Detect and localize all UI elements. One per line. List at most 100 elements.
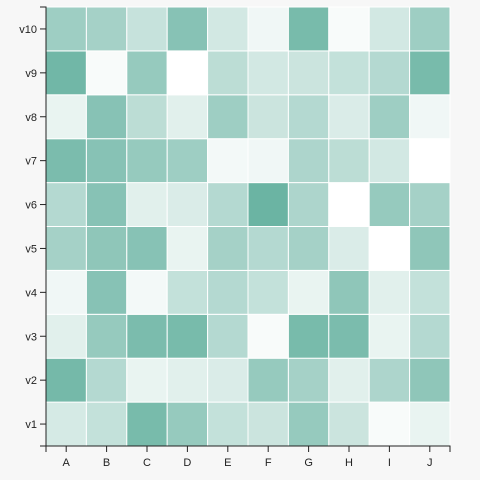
x-tick-label: G — [304, 457, 313, 469]
heatmap-cell-B-v5 — [85, 226, 128, 271]
heatmap-cell-E-v8 — [207, 94, 249, 140]
heatmap-cell-E-v1 — [207, 401, 249, 447]
heatmap-cell-A-v1 — [45, 401, 87, 447]
heatmap-cell-F-v7 — [247, 138, 289, 184]
heatmap-cell-F-v10 — [247, 6, 289, 52]
heatmap-cell-H-v2 — [328, 357, 370, 403]
heatmap-cell-F-v2 — [247, 357, 289, 403]
heatmap-cell-E-v9 — [207, 50, 249, 96]
heatmap-cell-D-v10 — [166, 6, 209, 52]
heatmap-cell-B-v10 — [85, 6, 128, 52]
heatmap-cell-E-v7 — [207, 138, 249, 184]
y-tick-label: v8 — [25, 112, 37, 124]
heatmap-cell-B-v9 — [85, 50, 128, 96]
heatmap-cell-J-v8 — [409, 94, 451, 140]
y-tick-label: v4 — [25, 287, 37, 299]
heatmap-cell-G-v9 — [287, 50, 330, 96]
heatmap-cell-A-v6 — [45, 182, 87, 228]
heatmap-cell-D-v4 — [166, 269, 209, 315]
heatmap-cell-J-v6 — [409, 182, 451, 228]
heatmap-cell-C-v9 — [126, 50, 168, 96]
heatmap-cell-G-v6 — [287, 182, 330, 228]
heatmap-cell-B-v6 — [85, 182, 128, 228]
y-tick-label: v7 — [25, 156, 37, 168]
y-tick-label: v5 — [25, 243, 37, 255]
heatmap-cell-F-v5 — [247, 226, 289, 271]
heatmap-cell-H-v1 — [328, 401, 370, 447]
heatmap-cell-I-v9 — [368, 50, 411, 96]
heatmap-cell-A-v4 — [45, 269, 87, 315]
heatmap-cell-J-v3 — [409, 313, 451, 359]
x-tick-label: H — [345, 457, 353, 469]
heatmap-cell-C-v2 — [126, 357, 168, 403]
heatmap-cell-F-v3 — [247, 313, 289, 359]
x-tick-label: B — [103, 457, 110, 469]
heatmap-cell-I-v3 — [368, 313, 411, 359]
heatmap-cell-H-v4 — [328, 269, 370, 315]
heatmap-cell-C-v10 — [126, 6, 168, 52]
x-tick-label: C — [143, 457, 151, 469]
heatmap-cell-J-v9 — [409, 50, 451, 96]
heatmap-cell-B-v4 — [85, 269, 128, 315]
heatmap-cell-G-v3 — [287, 313, 330, 359]
heatmap-cell-E-v5 — [207, 226, 249, 271]
heatmap-cell-A-v2 — [45, 357, 87, 403]
x-tick-label: A — [63, 457, 71, 469]
x-tick-label: F — [265, 457, 272, 469]
heatmap-cell-C-v6 — [126, 182, 168, 228]
heatmap-cell-H-v3 — [328, 313, 370, 359]
heatmap-cell-D-v9 — [166, 50, 209, 96]
heatmap-cell-A-v5 — [45, 226, 87, 271]
heatmap-cell-A-v9 — [45, 50, 87, 96]
heatmap-cell-D-v6 — [166, 182, 209, 228]
heatmap-cell-H-v10 — [328, 6, 370, 52]
heatmap-cells — [45, 6, 451, 447]
heatmap-cell-J-v1 — [409, 401, 451, 447]
heatmap-cell-H-v8 — [328, 94, 370, 140]
heatmap-cell-G-v10 — [287, 6, 330, 52]
x-axis: A B C D E F G H I J — [45, 445, 451, 469]
heatmap-cell-I-v5 — [368, 226, 411, 271]
heatmap-cell-I-v4 — [368, 269, 411, 315]
heatmap-cell-B-v2 — [85, 357, 128, 403]
y-tick-label: v10 — [19, 24, 37, 36]
heatmap-cell-G-v8 — [287, 94, 330, 140]
heatmap-cell-D-v5 — [166, 226, 209, 271]
heatmap-cell-G-v1 — [287, 401, 330, 447]
heatmap-cell-C-v8 — [126, 94, 168, 140]
heatmap-cell-C-v7 — [126, 138, 168, 184]
heatmap-cell-C-v5 — [126, 226, 168, 271]
heatmap-cell-I-v10 — [368, 6, 411, 52]
heatmap-cell-D-v8 — [166, 94, 209, 140]
heatmap-cell-C-v4 — [126, 269, 168, 315]
heatmap-cell-E-v4 — [207, 269, 249, 315]
heatmap-cell-H-v6 — [328, 182, 370, 228]
heatmap-cell-F-v8 — [247, 94, 289, 140]
heatmap-cell-D-v7 — [166, 138, 209, 184]
heatmap-cell-D-v3 — [166, 313, 209, 359]
heatmap-cell-E-v10 — [207, 6, 249, 52]
y-axis: v1 v2 v3 v4 v5 v6 v7 v8 v9 v10 — [19, 6, 47, 447]
heatmap-cell-I-v2 — [368, 357, 411, 403]
heatmap-cell-B-v7 — [85, 138, 128, 184]
heatmap-cell-G-v7 — [287, 138, 330, 184]
heatmap-cell-J-v4 — [409, 269, 451, 315]
x-tick-label: J — [427, 457, 433, 469]
heatmap-cell-A-v7 — [45, 138, 87, 184]
heatmap-cell-H-v5 — [328, 226, 370, 271]
heatmap-cell-F-v6 — [247, 182, 289, 228]
heatmap-cell-A-v8 — [45, 94, 87, 140]
y-tick-label: v1 — [25, 419, 37, 431]
heatmap-cell-G-v2 — [287, 357, 330, 403]
heatmap-cell-E-v6 — [207, 182, 249, 228]
heatmap-cell-C-v1 — [126, 401, 168, 447]
x-tick-label: I — [388, 457, 391, 469]
heatmap-cell-I-v1 — [368, 401, 411, 447]
x-tick-label: E — [224, 457, 231, 469]
heatmap-cell-I-v6 — [368, 182, 411, 228]
heatmap-cell-F-v9 — [247, 50, 289, 96]
heatmap-cell-C-v3 — [126, 313, 168, 359]
heatmap-cell-B-v1 — [85, 401, 128, 447]
x-axis-line — [45, 445, 451, 452]
